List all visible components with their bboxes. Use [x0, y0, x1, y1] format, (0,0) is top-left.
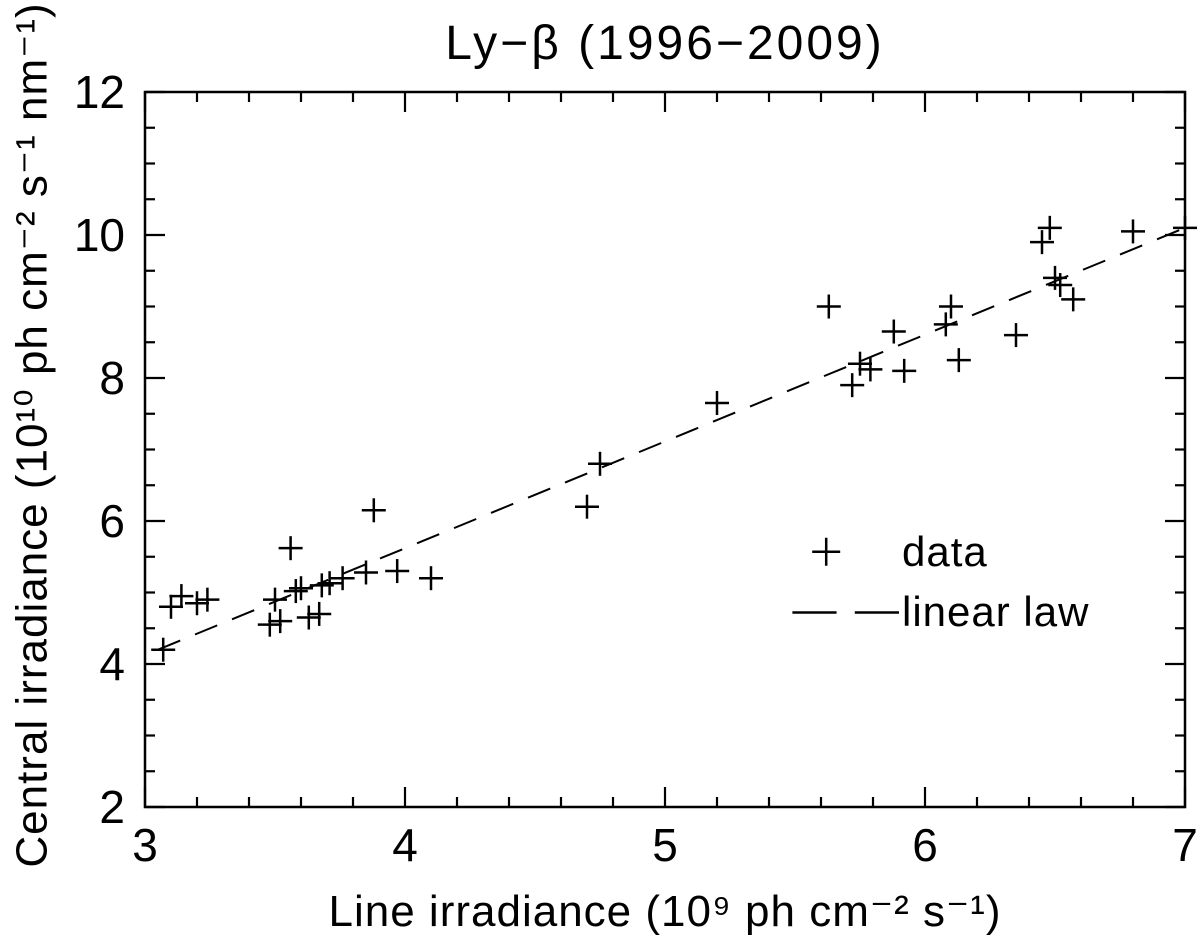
- plot-frame: [143, 90, 1187, 809]
- x-axis-label: Line irradiance (10⁹ ph cm⁻² s⁻¹): [328, 887, 1002, 936]
- legend-label-linear-law: linear law: [902, 588, 1090, 635]
- chart-title: Ly−β (1996−2009): [445, 17, 885, 70]
- y-tick-label: 8: [99, 352, 125, 404]
- x-tick-label: 6: [912, 819, 938, 871]
- x-tick-label: 5: [652, 819, 678, 871]
- y-tick-label: 6: [99, 495, 125, 547]
- y-tick-label: 4: [99, 638, 125, 690]
- legend-label-data: data: [902, 528, 988, 575]
- y-tick-label: 12: [74, 66, 125, 118]
- linear-law-line: [157, 226, 1186, 651]
- y-axis-label: Central irradiance (10¹⁰ ph cm⁻² s⁻¹ nm⁻…: [7, 2, 57, 868]
- y-tick-label: 10: [74, 209, 125, 261]
- y-tick-label: 2: [99, 781, 125, 833]
- x-tick-label: 4: [392, 819, 418, 871]
- x-tick-label: 3: [132, 819, 158, 871]
- x-tick-label: 7: [1172, 819, 1198, 871]
